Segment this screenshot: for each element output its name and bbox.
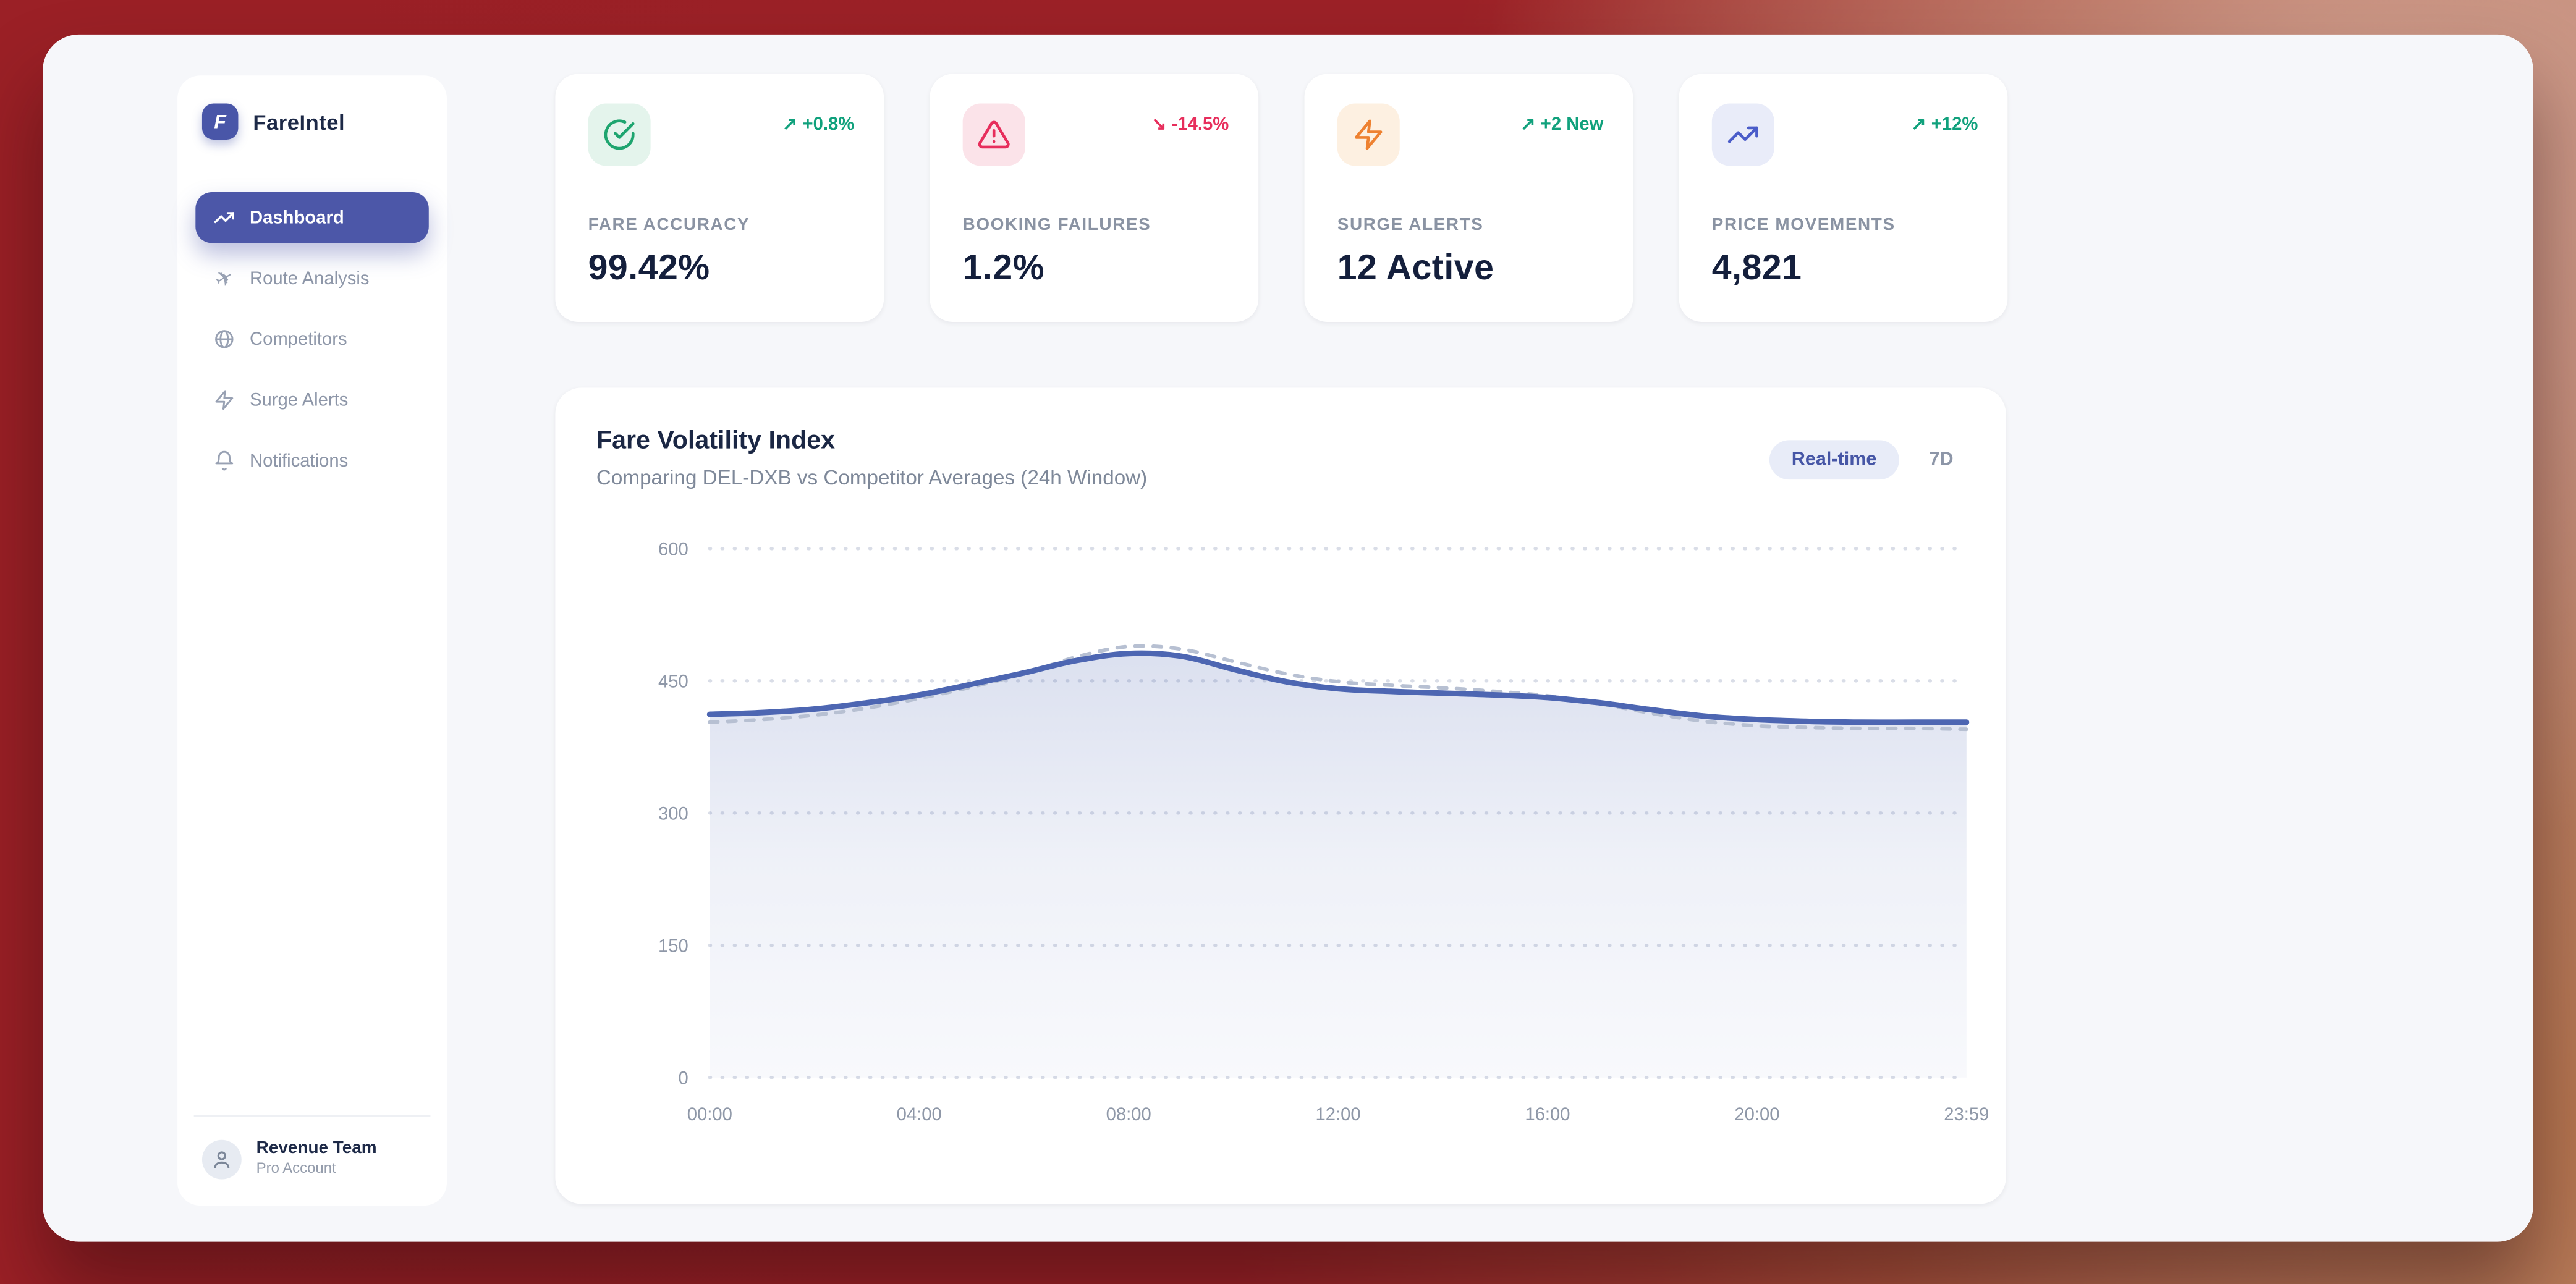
main-content: ↗ +0.8% FARE ACCURACY 99.42% ↘ -14.5% BO… xyxy=(555,74,2048,1204)
x-tick-label: 20:00 xyxy=(1734,1105,1779,1125)
stat-value: 12 Active xyxy=(1337,248,1494,288)
logo-letter: F xyxy=(214,110,226,133)
sidebar-item-notifications[interactable]: Notifications xyxy=(195,435,428,486)
chart-header: Fare Volatility Index Comparing DEL-DXB … xyxy=(596,427,1967,489)
stat-change-value: +12% xyxy=(1931,114,1978,134)
sidebar-item-label: Dashboard xyxy=(250,208,344,228)
sidebar-item-surge-alerts[interactable]: Surge Alerts xyxy=(195,374,428,425)
logo-icon: F xyxy=(201,103,239,140)
realtime-toggle-button[interactable]: Real-time xyxy=(1768,440,1900,480)
sidebar-item-label: Route Analysis xyxy=(250,268,370,289)
stat-change-value: -14.5% xyxy=(1171,114,1229,134)
user-avatar-icon xyxy=(201,1139,242,1179)
stat-card-surge-alerts: ↗ +2 New SURGE ALERTS 12 Active xyxy=(1304,74,1633,322)
trend-up-arrow-icon: ↗ xyxy=(782,115,798,135)
fare-volatility-chart: 0 150 300 450 600 00:00 04:00 08:00 12:00 16:00 20… xyxy=(658,539,1989,1124)
stat-value: 99.42% xyxy=(588,248,710,288)
stat-card-price-movements: ↗ +12% PRICE MOVEMENTS 4,821 xyxy=(1679,74,2008,322)
trending-up-icon xyxy=(1711,103,1774,166)
x-tick-label: 08:00 xyxy=(1106,1105,1151,1125)
user-meta: Revenue Team Pro Account xyxy=(256,1139,377,1180)
check-circle-icon xyxy=(588,103,651,166)
x-tick-label: 12:00 xyxy=(1316,1105,1361,1125)
y-tick-label: 600 xyxy=(658,539,688,559)
stat-change: ↗ +0.8% xyxy=(782,113,854,135)
stat-label: PRICE MOVEMENTS xyxy=(1711,215,1896,235)
trending-up-icon xyxy=(214,207,235,229)
sidebar-item-label: Competitors xyxy=(250,329,347,349)
stat-card-fare-accuracy: ↗ +0.8% FARE ACCURACY 99.42% xyxy=(555,74,884,322)
x-tick-label: 00:00 xyxy=(687,1105,732,1125)
primary-line xyxy=(706,650,1970,725)
trend-up-arrow-icon: ↗ xyxy=(1520,115,1536,135)
stat-value: 4,821 xyxy=(1711,248,1802,288)
plane-icon: ✈ xyxy=(210,263,238,294)
chart-subtitle: Comparing DEL-DXB vs Competitor Averages… xyxy=(596,466,1148,490)
globe-icon xyxy=(214,329,235,350)
chart-title: Fare Volatility Index xyxy=(596,427,836,455)
trend-down-arrow-icon: ↘ xyxy=(1151,115,1167,135)
stat-change: ↘ -14.5% xyxy=(1151,113,1229,135)
sidebar-spacer xyxy=(177,486,447,1116)
chart-range-controls: Real-time 7D xyxy=(1768,440,1954,480)
zap-icon xyxy=(1337,103,1400,166)
x-tick-label: 04:00 xyxy=(897,1105,942,1125)
primary-area xyxy=(710,653,1967,1078)
sidebar-item-label: Notifications xyxy=(250,450,349,471)
sidebar-nav: Dashboard ✈ Route Analysis Competitors xyxy=(177,192,447,486)
user-plan: Pro Account xyxy=(256,1160,336,1177)
stat-card-booking-failures: ↘ -14.5% BOOKING FAILURES 1.2% xyxy=(930,74,1259,322)
user-profile[interactable]: Revenue Team Pro Account xyxy=(193,1115,431,1206)
y-tick-label: 0 xyxy=(679,1068,688,1088)
trend-up-arrow-icon: ↗ xyxy=(1911,115,1926,135)
stat-cards-row: ↗ +0.8% FARE ACCURACY 99.42% ↘ -14.5% BO… xyxy=(555,74,2048,322)
app-name: FareIntel xyxy=(253,109,345,134)
fare-volatility-card: Fare Volatility Index Comparing DEL-DXB … xyxy=(555,387,2006,1204)
bell-icon xyxy=(214,450,235,471)
zap-icon xyxy=(214,389,235,411)
y-tick-label: 450 xyxy=(658,672,688,691)
stat-label: SURGE ALERTS xyxy=(1337,215,1484,235)
stat-change-value: +0.8% xyxy=(802,114,855,134)
alert-triangle-icon xyxy=(962,103,1025,166)
app-window: F FareIntel Dashboard ✈ Route Analysis xyxy=(43,34,2533,1242)
sidebar-item-dashboard[interactable]: Dashboard xyxy=(195,192,429,243)
sidebar-item-label: Surge Alerts xyxy=(250,390,349,410)
y-tick-label: 150 xyxy=(658,936,688,956)
x-tick-label: 23:59 xyxy=(1944,1105,1989,1125)
app-logo: F FareIntel xyxy=(177,75,447,140)
x-axis-labels: 00:00 04:00 08:00 12:00 16:00 20:00 23:59 xyxy=(687,1105,1989,1125)
sidebar-item-competitors[interactable]: Competitors xyxy=(195,314,428,365)
stat-change: ↗ +2 New xyxy=(1520,113,1603,135)
user-name: Revenue Team xyxy=(256,1138,377,1159)
stat-change: ↗ +12% xyxy=(1911,113,1978,135)
sidebar: F FareIntel Dashboard ✈ Route Analysis xyxy=(177,75,447,1206)
stat-label: FARE ACCURACY xyxy=(588,215,750,235)
x-tick-label: 16:00 xyxy=(1525,1105,1570,1125)
stat-label: BOOKING FAILURES xyxy=(962,215,1151,235)
y-axis-labels: 0 150 300 450 600 xyxy=(658,539,688,1088)
chart-titles: Fare Volatility Index Comparing DEL-DXB … xyxy=(596,427,1147,489)
seven-day-toggle-button[interactable]: 7D xyxy=(1929,440,1953,479)
stat-value: 1.2% xyxy=(962,248,1045,288)
stat-change-value: +2 New xyxy=(1540,114,1604,134)
sidebar-item-route-analysis[interactable]: ✈ Route Analysis xyxy=(195,253,428,303)
competitor-dashed-line xyxy=(708,644,1968,732)
y-tick-label: 300 xyxy=(658,804,688,824)
